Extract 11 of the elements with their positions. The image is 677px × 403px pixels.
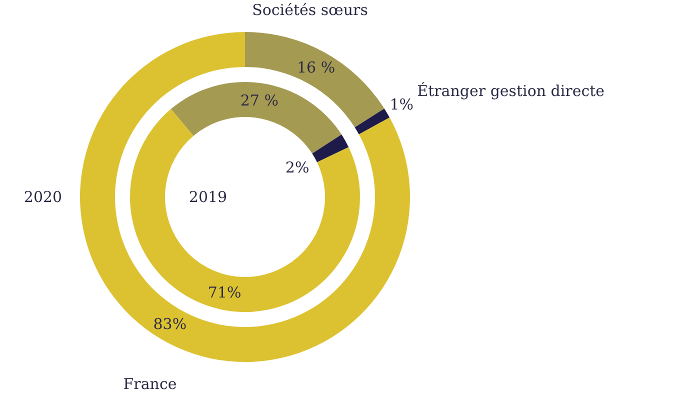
- data-label: 1%: [390, 95, 414, 114]
- slice-label: Étranger gestion directe: [417, 82, 605, 100]
- data-label: 83%: [153, 314, 187, 333]
- slice-label: France: [123, 375, 177, 393]
- data-label: 16 %: [297, 58, 336, 77]
- data-label: 71%: [208, 283, 242, 302]
- slice-label: 2020: [24, 188, 62, 206]
- slice-label: Sociétés sœurs: [252, 1, 368, 19]
- data-label: 27 %: [240, 92, 278, 110]
- slice-label: 2019: [188, 188, 228, 206]
- data-label: 2%: [285, 158, 310, 177]
